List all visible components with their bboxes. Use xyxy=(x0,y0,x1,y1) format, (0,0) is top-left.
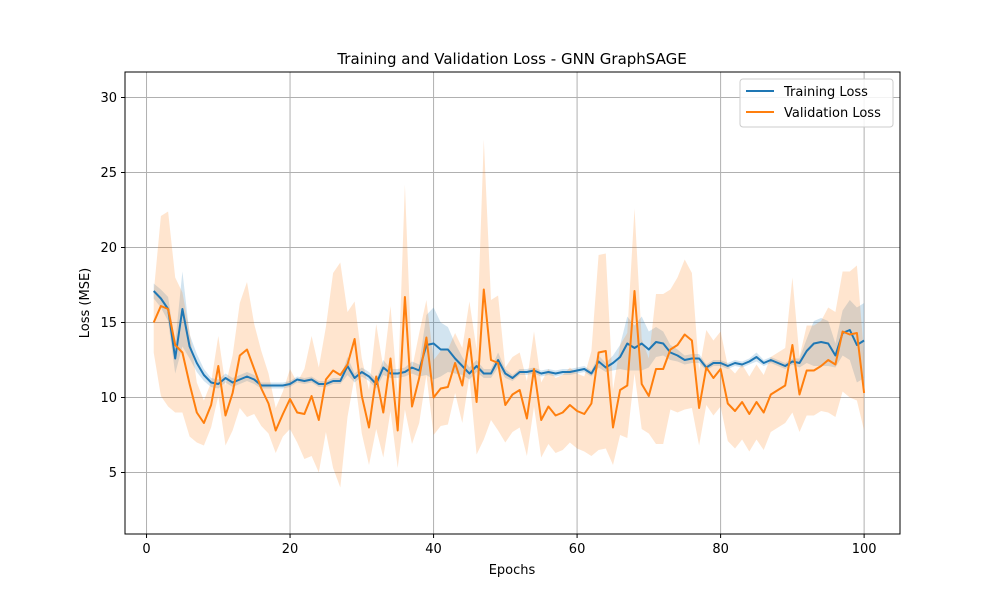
series-lines xyxy=(152,288,866,432)
y-tick-label: 20 xyxy=(100,241,117,256)
y-tick-label: 10 xyxy=(100,391,117,406)
x-tick-label: 0 xyxy=(142,542,150,557)
ticks: 0 20 40 60 80 100 5 10 15 20 25 30 xyxy=(100,91,876,557)
grid xyxy=(125,72,900,534)
x-tick-label: 80 xyxy=(712,542,729,557)
chart-title: Training and Validation Loss - GNN Graph… xyxy=(336,50,686,68)
x-axis-title: Epochs xyxy=(489,563,536,578)
y-tick-label: 30 xyxy=(100,91,117,106)
plot-frame xyxy=(124,71,901,535)
x-tick-label: 40 xyxy=(425,542,442,557)
validation-loss-line xyxy=(152,288,866,432)
y-axis-title: Loss (MSE) xyxy=(78,268,93,338)
x-tick-label: 20 xyxy=(282,542,299,557)
x-tick-label: 60 xyxy=(569,542,586,557)
legend: Training Loss Validation Loss xyxy=(739,78,894,128)
y-tick-label: 15 xyxy=(100,316,117,331)
legend-label-training: Training Loss xyxy=(783,85,868,100)
x-tick-label: 100 xyxy=(852,542,877,557)
legend-label-validation: Validation Loss xyxy=(784,106,881,121)
validation-loss-band xyxy=(153,139,865,488)
legend-box xyxy=(739,78,894,128)
y-tick-label: 25 xyxy=(100,166,117,181)
y-tick-label: 5 xyxy=(109,466,117,481)
training-loss-line xyxy=(152,290,865,387)
